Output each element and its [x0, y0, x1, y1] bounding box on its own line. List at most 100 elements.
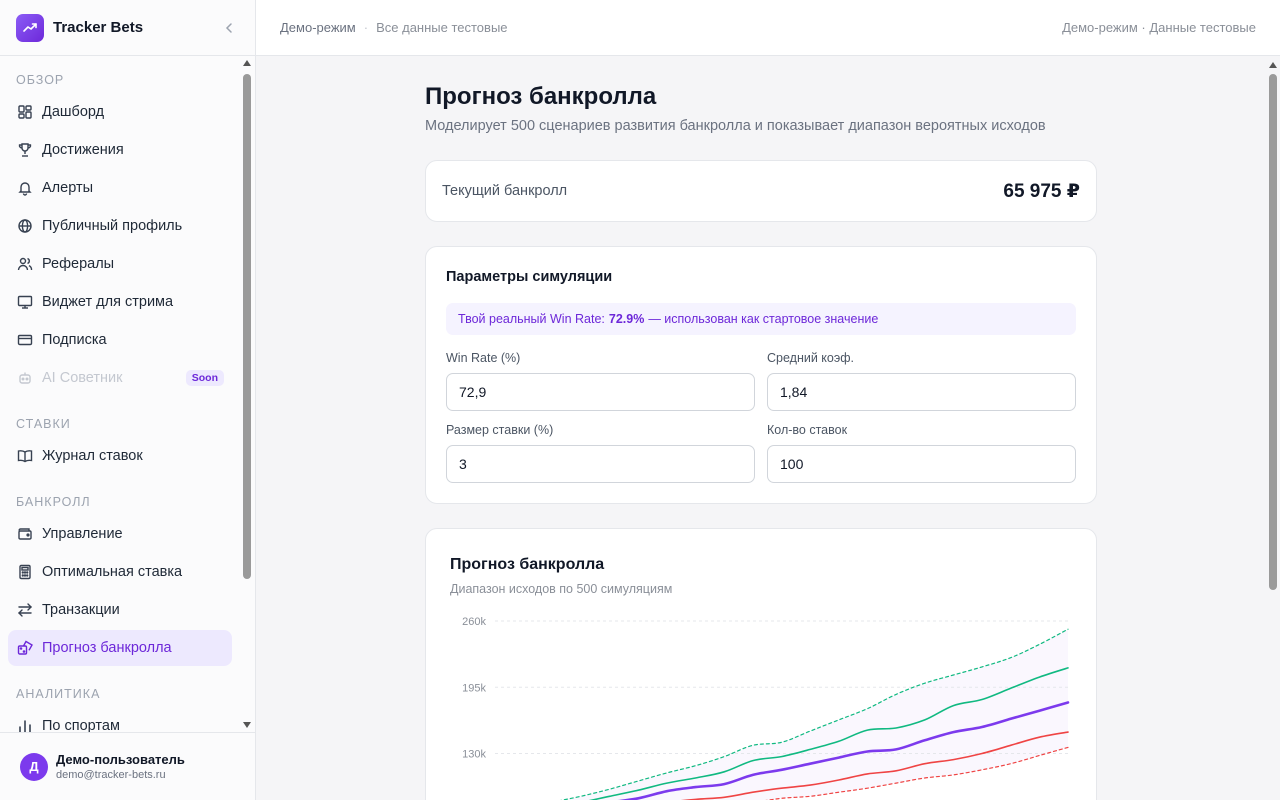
sidebar-item-label: AI Советник	[42, 370, 123, 386]
hint-value: 72.9%	[608, 312, 645, 326]
sidebar-item-alerts[interactable]: Алерты	[8, 170, 232, 206]
scroll-up-icon[interactable]	[243, 60, 251, 66]
sidebar-item-transactions[interactable]: Транзакции	[8, 592, 232, 628]
sidebar-item-label: Управление	[42, 526, 123, 542]
dice-icon	[16, 639, 34, 657]
series-line-1	[588, 667, 1069, 800]
sidebar-item-management[interactable]: Управление	[8, 516, 232, 552]
bell-icon	[16, 179, 34, 197]
win-rate-input[interactable]	[446, 373, 755, 411]
scroll-down-icon[interactable]	[243, 722, 251, 728]
stake-size-label: Размер ставки (%)	[446, 423, 554, 437]
globe-icon	[16, 217, 34, 235]
user-profile[interactable]: Д Демо-пользователь demo@tracker-bets.ru	[0, 732, 256, 800]
main-scrollbar[interactable]	[1266, 56, 1280, 800]
app-name: Tracker Bets	[53, 19, 144, 36]
sidebar-item-ai-advisor: AI Советник Soon	[8, 360, 232, 396]
sidebar-item-bankroll-forecast[interactable]: Прогноз банкролла	[8, 630, 232, 666]
chevron-left-icon	[225, 22, 232, 33]
sidebar-item-label: По спортам	[42, 718, 120, 732]
y-tick-label: 195k	[462, 682, 486, 694]
demo-mode-label: Демо-режим	[280, 20, 356, 35]
sidebar-scroll-thumb[interactable]	[243, 74, 251, 579]
users-icon	[16, 255, 34, 273]
user-info: Демо-пользователь demo@tracker-bets.ru	[56, 752, 185, 781]
current-bankroll-label: Текущий банкролл	[442, 183, 568, 199]
sidebar-item-label: Публичный профиль	[42, 218, 183, 234]
avg-odds-label: Средний коэф.	[767, 351, 854, 365]
bet-count-input[interactable]	[767, 445, 1076, 483]
series-line-4	[765, 746, 1069, 800]
stake-size-input[interactable]	[446, 445, 755, 483]
range-band	[563, 629, 1068, 800]
dashboard-icon	[16, 103, 34, 121]
book-icon	[16, 447, 34, 465]
sidebar-item-dashboard[interactable]: Дашборд	[8, 94, 232, 130]
sidebar-item-public-profile[interactable]: Публичный профиль	[8, 208, 232, 244]
sidebar-scrollbar[interactable]	[243, 60, 251, 728]
wallet-icon	[16, 525, 34, 543]
sidebar-nav: Обзор Дашборд Достижения Алерты Публичны…	[0, 56, 242, 732]
win-rate-hint: Твой реальный Win Rate: 72.9% — использо…	[446, 303, 1076, 335]
series-line-0	[560, 628, 1069, 800]
sidebar-item-label: Прогноз банкролла	[42, 640, 172, 656]
forecast-chart: 65k130k195k260k	[462, 616, 1070, 800]
scroll-up-icon[interactable]	[1269, 62, 1277, 68]
arrows-icon	[16, 601, 34, 619]
section-label-analytics: Аналитика	[16, 687, 101, 701]
sidebar-item-optimal-stake[interactable]: Оптимальная ставка	[8, 554, 232, 590]
trending-up-icon	[16, 13, 44, 42]
sidebar-item-label: Подписка	[42, 332, 107, 348]
hint-prefix: Твой реальный Win Rate:	[458, 312, 605, 326]
calculator-icon	[16, 563, 34, 581]
demo-data-note: Все данные тестовые	[376, 20, 508, 35]
sidebar-item-bet-journal[interactable]: Журнал ставок	[8, 438, 232, 474]
series-line-3	[680, 731, 1069, 800]
sidebar: Tracker Bets Обзор Дашборд Достижения Ал…	[0, 0, 256, 800]
sidebar-item-label: Оптимальная ставка	[42, 564, 183, 580]
section-label-bankroll: Банкролл	[16, 495, 91, 509]
sidebar-item-stream-widget[interactable]: Виджет для стрима	[8, 284, 232, 320]
section-label-bets: Ставки	[16, 417, 71, 431]
sidebar-item-label: Виджет для стрима	[42, 294, 174, 310]
main-scroll-thumb[interactable]	[1269, 74, 1277, 590]
collapse-sidebar-button[interactable]	[219, 18, 239, 38]
trophy-icon	[16, 141, 34, 159]
hint-suffix: — использован как стартовое значение	[648, 312, 879, 326]
bet-count-label: Кол-во ставок	[767, 423, 848, 437]
main-content: Прогноз банкролла Моделирует 500 сценари…	[256, 56, 1266, 800]
bar-chart-icon	[16, 717, 34, 732]
series-line-2	[617, 701, 1070, 800]
user-email: demo@tracker-bets.ru	[56, 769, 166, 781]
y-tick-label: 260k	[462, 616, 486, 628]
monitor-icon	[16, 293, 34, 311]
credit-card-icon	[16, 331, 34, 349]
user-name: Демо-пользователь	[56, 752, 185, 767]
sidebar-item-label: Алерты	[42, 180, 94, 196]
bot-icon	[16, 369, 34, 387]
sidebar-item-subscription[interactable]: Подписка	[8, 322, 232, 358]
soon-badge: Soon	[185, 370, 224, 386]
current-bankroll-value: 65 975 ₽	[1003, 180, 1080, 202]
forecast-chart-card: Прогноз банкролла Диапазон исходов по 50…	[425, 528, 1097, 800]
section-label-overview: Обзор	[16, 73, 65, 87]
topbar: Демо-режим · Все данные тестовые Демо-ре…	[256, 0, 1280, 56]
sidebar-item-label: Журнал ставок	[42, 448, 143, 464]
page-title: Прогноз банкролла	[425, 83, 657, 110]
win-rate-label: Win Rate (%)	[446, 351, 521, 365]
sidebar-item-label: Достижения	[42, 142, 124, 158]
sidebar-item-achievements[interactable]: Достижения	[8, 132, 232, 168]
chart-subtitle: Диапазон исходов по 500 симуляциям	[450, 582, 673, 596]
sidebar-item-referrals[interactable]: Рефералы	[8, 246, 232, 282]
sidebar-item-label: Транзакции	[42, 602, 120, 618]
current-bankroll-card: Текущий банкролл 65 975 ₽	[425, 160, 1097, 222]
avatar: Д	[20, 752, 48, 781]
sidebar-item-by-sports[interactable]: По спортам	[8, 708, 232, 732]
avg-odds-input[interactable]	[767, 373, 1076, 411]
chart-title: Прогноз банкролла	[450, 556, 605, 573]
demo-status-right: Демо-режим · Данные тестовые	[1062, 20, 1256, 35]
page-subtitle: Моделирует 500 сценариев развития банкро…	[425, 118, 1046, 134]
simulation-params-card: Параметры симуляции Твой реальный Win Ra…	[425, 246, 1097, 504]
separator-dot: ·	[363, 20, 369, 35]
y-tick-label: 130k	[462, 749, 486, 761]
